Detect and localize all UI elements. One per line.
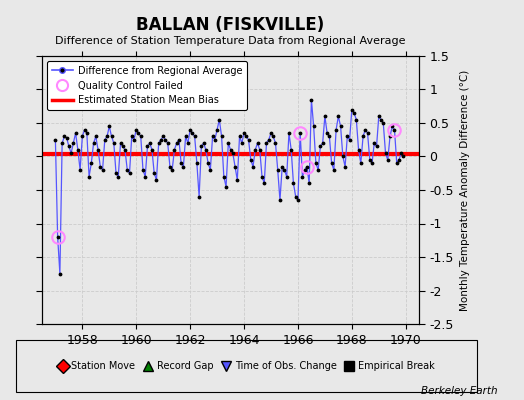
Legend: Station Move, Record Gap, Time of Obs. Change, Empirical Break: Station Move, Record Gap, Time of Obs. C… <box>55 358 438 374</box>
Text: BALLAN (FISKVILLE): BALLAN (FISKVILLE) <box>136 16 325 34</box>
Y-axis label: Monthly Temperature Anomaly Difference (°C): Monthly Temperature Anomaly Difference (… <box>460 69 470 311</box>
Text: Difference of Station Temperature Data from Regional Average: Difference of Station Temperature Data f… <box>56 36 406 46</box>
Text: Berkeley Earth: Berkeley Earth <box>421 386 498 396</box>
Legend: Difference from Regional Average, Quality Control Failed, Estimated Station Mean: Difference from Regional Average, Qualit… <box>47 61 247 110</box>
